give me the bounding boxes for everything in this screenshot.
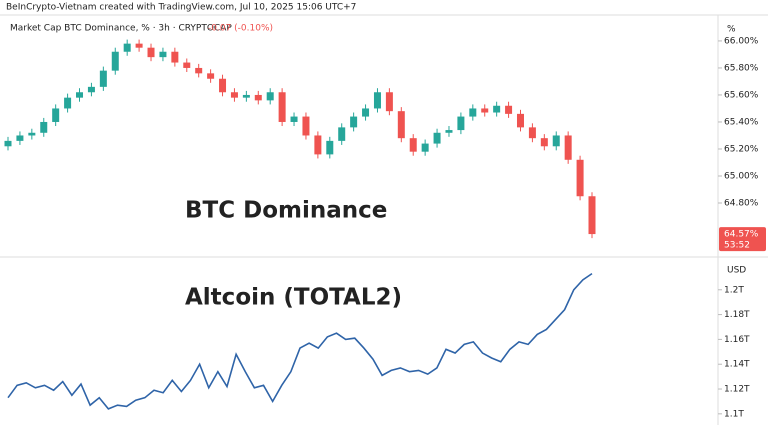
candle-body <box>183 62 191 68</box>
candle-body <box>540 138 548 147</box>
last-price-box <box>719 227 766 252</box>
last-price-label: 64.57% <box>724 230 759 240</box>
y-tick-label: 66.00% <box>724 36 759 46</box>
axis-unit: % <box>727 25 736 35</box>
candle-body <box>123 43 131 52</box>
candle-body <box>242 94 250 98</box>
y-tick-label: 1.14T <box>724 360 750 370</box>
candle-body <box>4 140 12 147</box>
axis-unit: USD <box>727 266 746 276</box>
candle-body <box>397 111 405 139</box>
candle-body <box>16 135 24 141</box>
header: BeInCrypto-Vietnam created with TradingV… <box>6 3 356 13</box>
candle-body <box>195 67 203 74</box>
candle-body <box>481 108 489 113</box>
y-tick-label: 65.20% <box>724 144 759 154</box>
candle-body <box>76 92 84 98</box>
candle-body <box>111 51 119 71</box>
candle-body <box>457 116 465 131</box>
candle-body <box>385 92 393 112</box>
candle-body <box>99 70 107 87</box>
annotation: BTC Dominance <box>185 198 387 224</box>
legend-change: -0.07 (-0.10%) <box>208 24 273 34</box>
candle-body <box>314 135 322 155</box>
candle-body <box>64 97 72 109</box>
candle-body <box>278 92 286 122</box>
candle-body <box>219 78 227 93</box>
candle-body <box>445 130 453 133</box>
candle-body <box>326 140 334 155</box>
candle-body <box>362 108 370 117</box>
candle-body <box>528 127 536 139</box>
y-tick-label: 1.16T <box>724 335 750 345</box>
legend-title: Market Cap BTC Dominance, % · 3h · CRYPT… <box>10 24 232 34</box>
y-tick-label: 65.40% <box>724 117 759 127</box>
candle-body <box>421 143 429 152</box>
y-tick-label: 1.18T <box>724 310 750 320</box>
y-tick-label: 65.60% <box>724 90 759 100</box>
y-tick-label: 1.2T <box>724 285 744 295</box>
annotation: Altcoin (TOTAL2) <box>185 285 402 311</box>
countdown: 53:52 <box>724 241 750 251</box>
candle-body <box>516 113 524 128</box>
candle-body <box>28 132 36 136</box>
candle-body <box>290 116 298 122</box>
candle-body <box>207 73 215 79</box>
candle-body <box>254 94 262 101</box>
candle-body <box>338 127 346 141</box>
y-tick-label: 64.80% <box>724 199 759 209</box>
candle-body <box>373 92 381 109</box>
candle-body <box>552 135 560 147</box>
candle-body <box>588 196 596 235</box>
candle-body <box>40 121 48 133</box>
candle-body <box>266 92 274 101</box>
candle-body <box>564 135 572 160</box>
candle-body <box>159 51 167 58</box>
candle-body <box>505 105 513 114</box>
y-tick-label: 65.00% <box>724 171 759 181</box>
candle-body <box>493 105 501 113</box>
candle-body <box>433 132 441 144</box>
candle-body <box>52 108 60 122</box>
y-tick-label: 1.1T <box>724 409 744 419</box>
candle-body <box>171 51 179 63</box>
candle-body <box>147 47 155 58</box>
y-tick-label: 65.80% <box>724 63 759 73</box>
candle-body <box>87 86 95 93</box>
candle-body <box>409 138 417 152</box>
candle-body <box>302 116 310 136</box>
candle-body <box>350 116 358 128</box>
candle-body <box>469 108 477 117</box>
y-tick-label: 1.12T <box>724 385 750 395</box>
candle-body <box>135 43 143 48</box>
line <box>7 272 593 410</box>
candle-body <box>576 159 584 197</box>
candle-body <box>230 92 238 98</box>
